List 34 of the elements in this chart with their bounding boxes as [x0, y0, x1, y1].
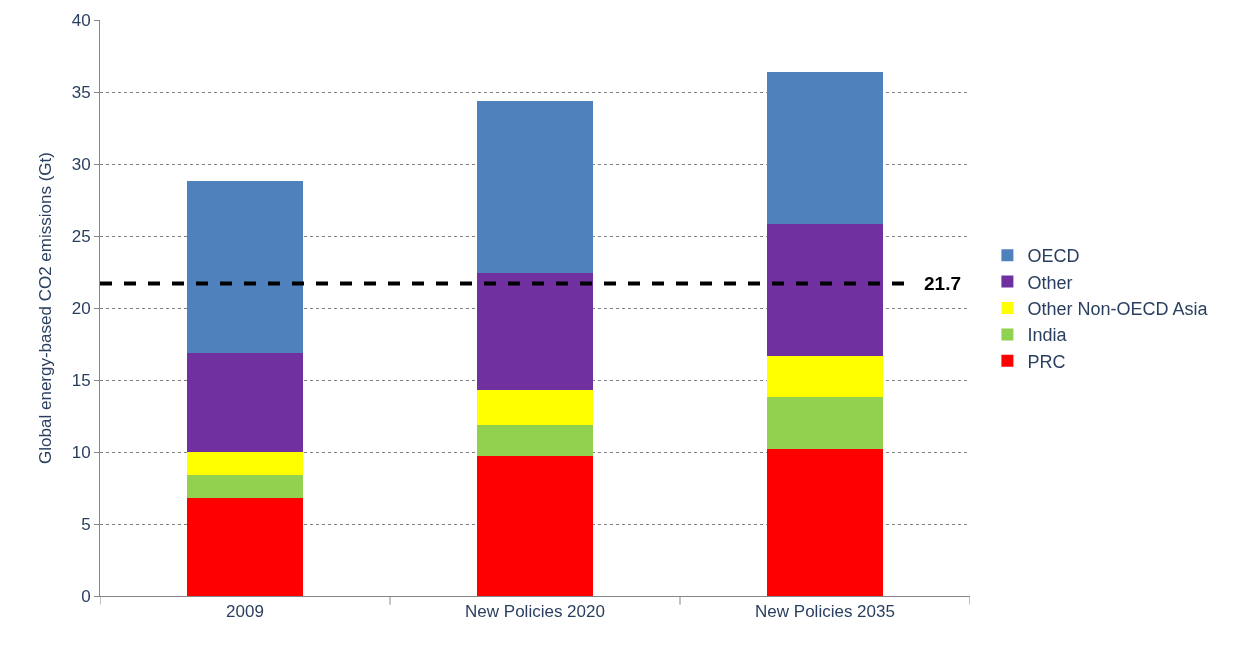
y-tick-label: 0: [81, 586, 91, 606]
legend-label: Other: [1027, 272, 1073, 293]
bar: [767, 224, 883, 356]
legend-label: Other Non-OECD Asia: [1027, 299, 1209, 320]
bar: [187, 475, 303, 499]
y-tick-label: 20: [71, 298, 91, 318]
y-tick-label: 25: [71, 226, 91, 246]
bar: [477, 100, 593, 274]
legend-label: India: [1027, 325, 1068, 346]
x-tick-label: 2009: [226, 602, 264, 622]
bar: [477, 456, 593, 596]
bar: [187, 498, 303, 596]
bar: [187, 352, 303, 452]
y-tick-label: 5: [81, 514, 91, 534]
bar: [477, 390, 593, 425]
y-tick-label: 35: [71, 82, 91, 102]
ref-line-label: 21.7: [924, 273, 961, 294]
bar: [767, 355, 883, 398]
bar: [187, 181, 303, 353]
bar: [767, 397, 883, 450]
y-axis-title: Global energy-based CO2 emissions (Gt): [36, 152, 56, 464]
legend-label: PRC: [1027, 351, 1066, 372]
x-tick-label: New Policies 2035: [755, 602, 895, 622]
y-tick-label: 30: [71, 154, 91, 174]
bar: [477, 273, 593, 391]
bar: [477, 424, 593, 457]
legend-label: OECD: [1027, 246, 1080, 267]
y-tick-label: 15: [71, 370, 91, 390]
x-tick-label: New Policies 2020: [465, 602, 605, 622]
y-tick-label: 10: [71, 442, 91, 462]
bar: [767, 71, 883, 225]
bar: [767, 449, 883, 596]
bar: [187, 452, 303, 476]
y-tick-label: 40: [71, 10, 91, 30]
